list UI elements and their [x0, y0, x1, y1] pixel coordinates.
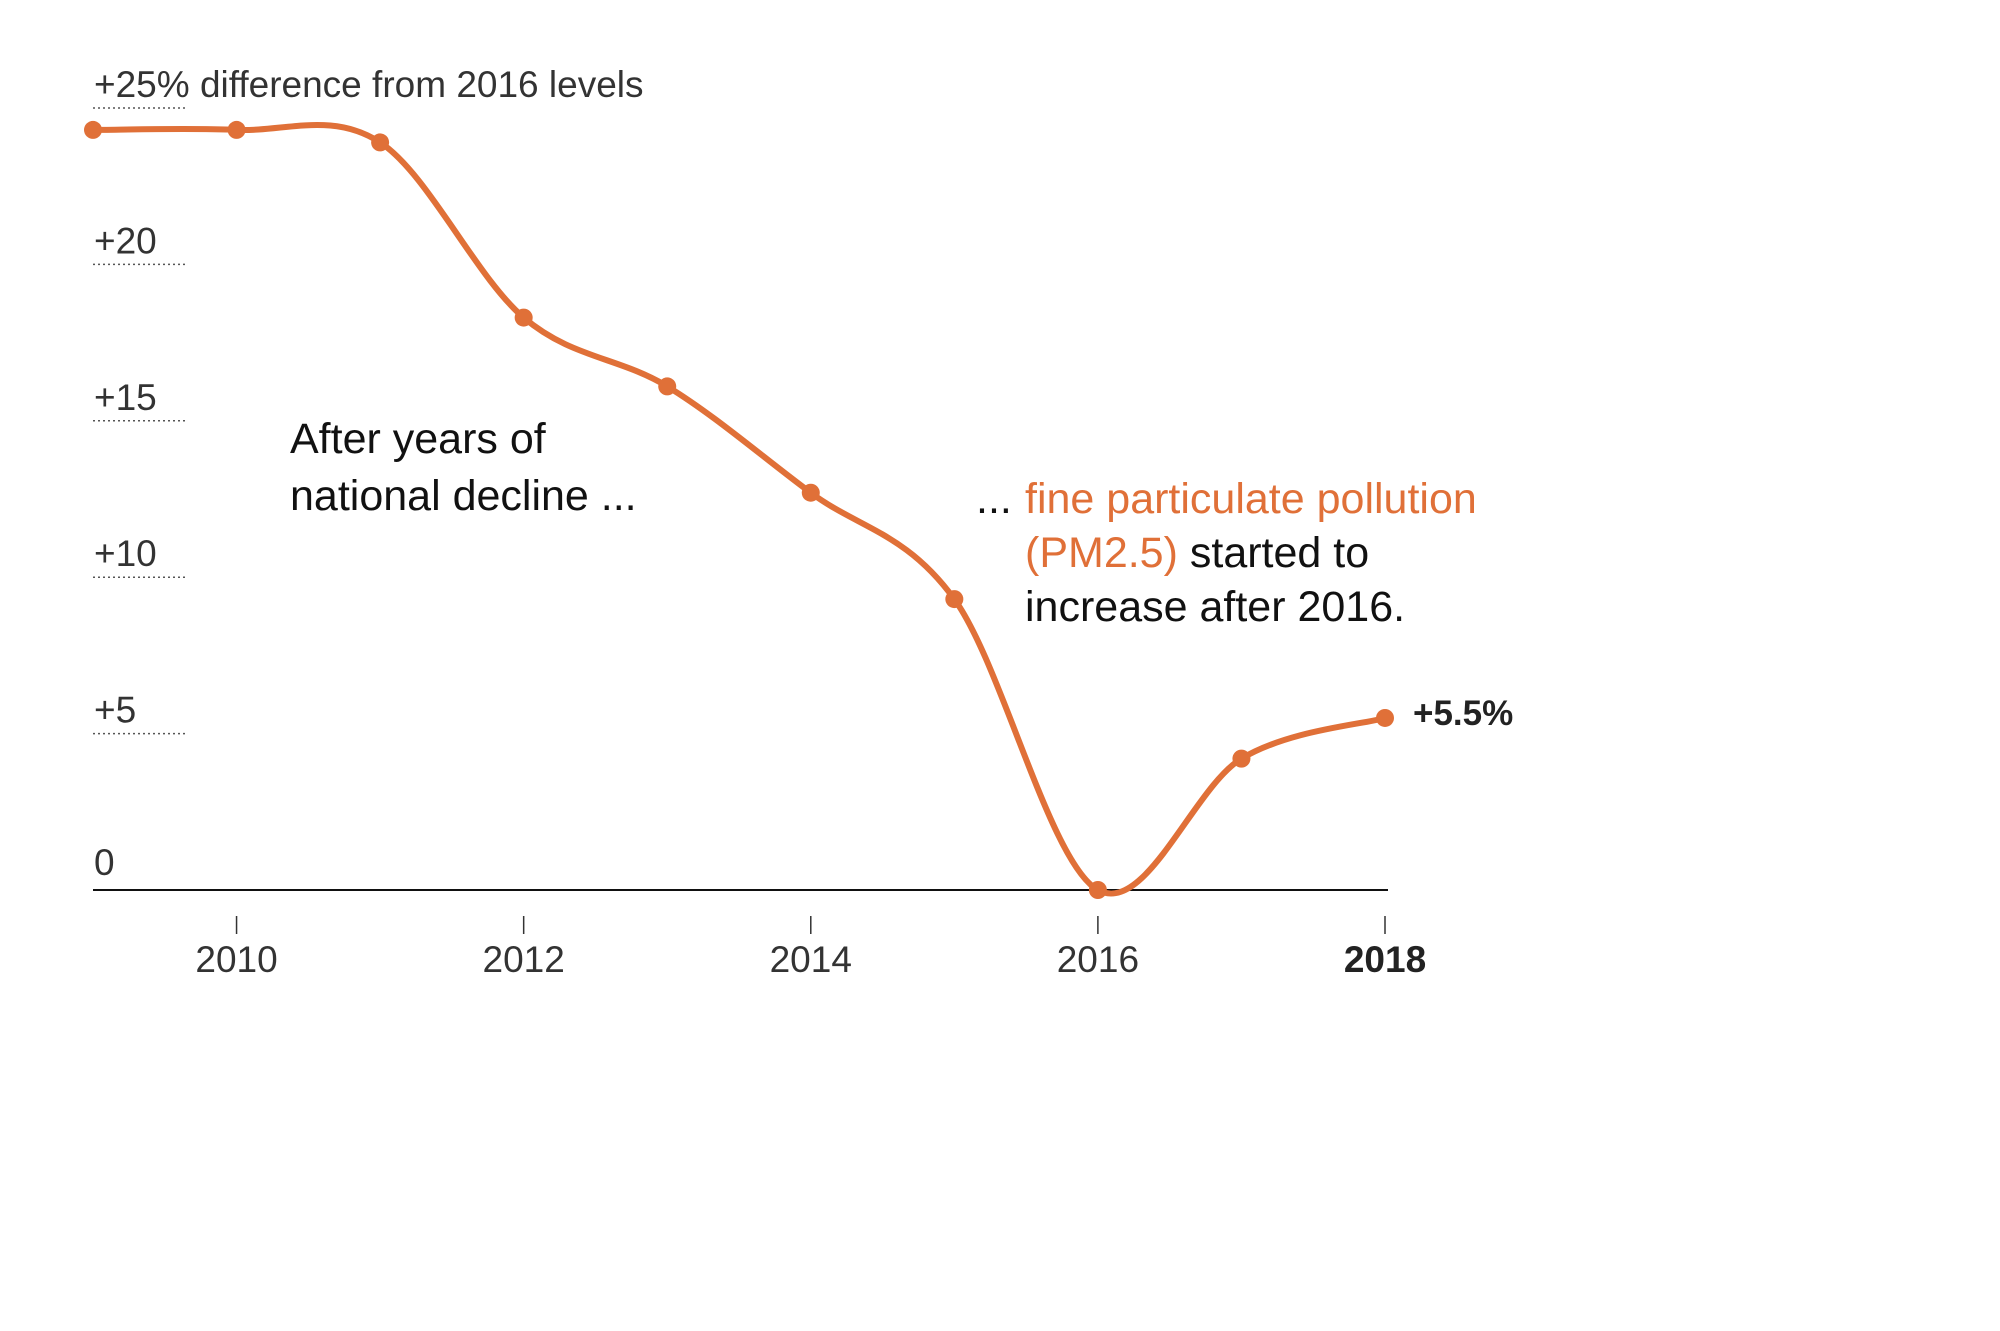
annotation-increase-line-3: increase after 2016.	[1025, 583, 1405, 631]
data-point	[1232, 749, 1251, 768]
annotation-increase: ... fine particulate pollution (PM2.5) s…	[976, 475, 1489, 631]
series-line	[90, 122, 1388, 897]
x-axis: 2010 2012 2014 2016 2018	[195, 916, 1426, 980]
x-tick-label: 2014	[770, 939, 852, 980]
annotation-increase-highlight-1: fine particulate pollution	[1025, 475, 1477, 523]
data-point	[84, 120, 102, 139]
x-tick-label: 2010	[195, 939, 277, 980]
x-tick-label: 2018	[1344, 939, 1426, 980]
y-tick-label: +15	[94, 377, 157, 418]
annotation-decline-line-2: national decline ...	[290, 472, 637, 520]
data-point	[227, 120, 246, 139]
x-tick-label: 2016	[1057, 939, 1139, 980]
y-axis: 0 +5 +10 +15 +20 +25% difference from 2016 le…	[93, 64, 644, 883]
y-tick-label: +25% difference from 2016 levels	[94, 64, 644, 105]
annotation-decline: After years of national decline ...	[290, 415, 637, 520]
end-value-label: +5.5%	[1413, 694, 1513, 733]
data-point	[658, 377, 677, 396]
data-point	[801, 483, 820, 502]
y-tick-label: +5	[94, 690, 136, 731]
data-point	[371, 133, 390, 152]
y-tick-label: +20	[94, 220, 157, 261]
data-point	[1088, 881, 1107, 899]
y-tick-label: 0	[94, 842, 115, 883]
data-point	[1376, 708, 1394, 727]
series-points	[84, 120, 1394, 899]
data-point	[514, 308, 533, 327]
x-tick-label: 2012	[483, 939, 565, 980]
annotation-increase-ellipsis: ...	[976, 475, 1012, 523]
annotation-decline-line-1: After years of	[290, 415, 547, 463]
data-point	[945, 590, 964, 609]
annotation-increase-rest-2: started to	[1190, 529, 1369, 577]
annotation-increase-highlight-2: (PM2.5)	[1025, 529, 1178, 577]
y-tick-label: +10	[94, 533, 157, 574]
line-chart: 0 +5 +10 +15 +20 +25% difference from 2016 le…	[84, 64, 1513, 980]
